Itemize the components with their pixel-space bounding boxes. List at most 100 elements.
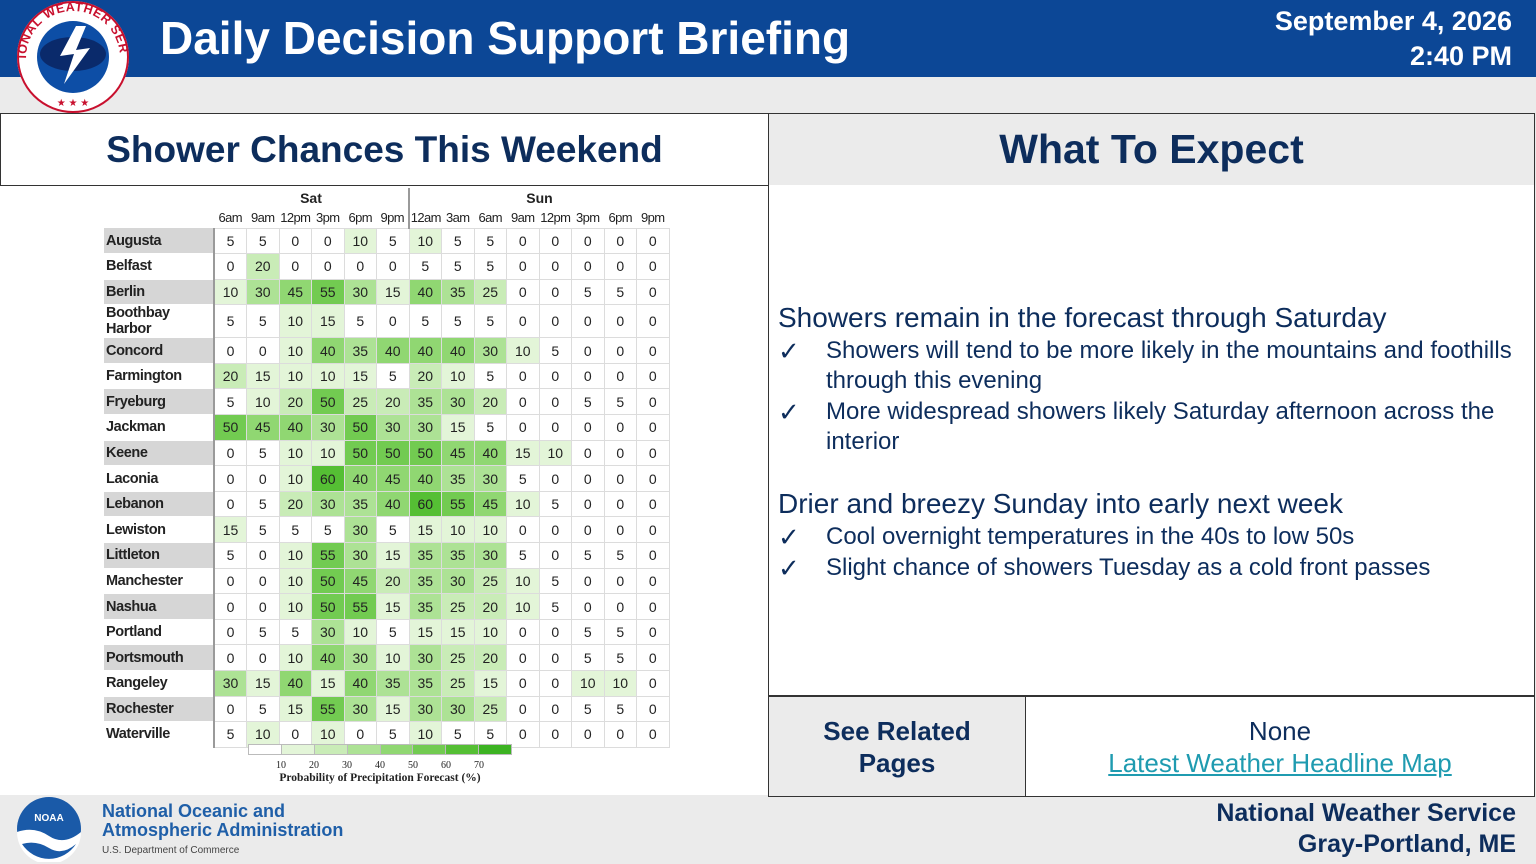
pop-value-cell: 0 <box>571 414 605 441</box>
table-row: Boothbay Harbor 5 5 10 15 5 0 5 5 5 0 0 0 0 0 <box>104 304 670 339</box>
pop-scale-title: Probability of Precipitation Forecast (%… <box>279 772 481 784</box>
pop-value-cell: 15 <box>376 695 410 723</box>
pop-value-cell: 0 <box>571 227 605 255</box>
pop-value-cell: 0 <box>636 278 670 306</box>
pop-value-cell: 10 <box>278 542 312 569</box>
pop-value-cell: 0 <box>636 362 670 390</box>
pop-value-cell: 5 <box>603 278 637 306</box>
day-header-row: Sat Sun <box>104 188 669 208</box>
pop-value-cell: 0 <box>506 644 540 671</box>
pop-value-cell: 0 <box>278 253 312 280</box>
pop-value-cell: 40 <box>343 465 377 492</box>
related-links-box: None Latest Weather Headline Map <box>1025 696 1535 797</box>
pop-value-cell: 0 <box>538 542 572 569</box>
pop-value-cell: 10 <box>278 567 312 595</box>
pop-value-cell: 0 <box>571 516 605 544</box>
location-name: Portland <box>104 619 215 646</box>
pop-value-cell: 0 <box>538 516 572 544</box>
table-row: Fryeburg 5 10 20 50 25 20 35 30 20 0 0 5 5 0 <box>104 388 670 416</box>
pop-value-cell: 0 <box>538 670 572 697</box>
pop-value-cell: 0 <box>246 337 280 364</box>
location-name: Lebanon <box>104 491 215 518</box>
pop-value-cell: 20 <box>376 567 410 595</box>
scale-swatch <box>379 744 413 755</box>
scale-swatch <box>412 744 446 755</box>
pop-value-cell: 45 <box>278 278 312 306</box>
pop-value-cell: 0 <box>246 542 280 569</box>
noaa-name: National Oceanic and Atmospheric Adminis… <box>102 802 343 840</box>
pop-value-cell: 30 <box>408 414 442 441</box>
expect-item: ✓ Slight chance of showers Tuesday as a … <box>778 553 1528 583</box>
headline-map-link[interactable]: Latest Weather Headline Map <box>1108 748 1452 778</box>
table-row: Rangeley 30 15 40 15 40 35 35 25 15 0 0 10 10 0 <box>104 670 670 697</box>
location-name: Farmington <box>104 363 215 390</box>
scale-swatch <box>346 744 380 755</box>
pop-value-cell: 30 <box>343 278 377 306</box>
scale-tick-label: 10 <box>276 760 286 771</box>
pop-value-cell: 0 <box>506 253 540 280</box>
pop-value-cell: 25 <box>473 567 507 595</box>
pop-value-cell: 35 <box>343 490 377 518</box>
pop-value-cell: 0 <box>636 253 670 280</box>
pop-value-cell: 0 <box>246 593 280 620</box>
hour-header: 12am <box>408 208 442 228</box>
pop-value-cell: 35 <box>376 670 410 697</box>
pop-value-cell: 30 <box>473 337 507 364</box>
pop-value-cell: 0 <box>636 567 670 595</box>
pop-value-cell: 0 <box>213 695 247 723</box>
pop-value-cell: 5 <box>278 618 312 646</box>
pop-value-cell: 0 <box>636 542 670 569</box>
pop-value-cell: 10 <box>213 278 247 306</box>
checkmark-icon: ✓ <box>778 522 800 552</box>
pop-value-cell: 0 <box>213 337 247 364</box>
pop-value-cell: 0 <box>603 253 637 280</box>
pop-value-cell: 5 <box>473 721 507 748</box>
pop-value-cell: 35 <box>441 465 475 492</box>
pop-value-cell: 45 <box>473 490 507 518</box>
pop-value-cell: 15 <box>213 516 247 544</box>
pop-value-cell: 0 <box>636 439 670 467</box>
pop-value-cell: 0 <box>506 670 540 697</box>
pop-value-cell: 15 <box>376 593 410 620</box>
pop-value-cell: 5 <box>571 278 605 306</box>
scale-swatch <box>313 744 347 755</box>
location-name: Berlin <box>104 279 215 306</box>
pop-value-cell: 5 <box>343 304 377 339</box>
pop-value-cell: 50 <box>213 414 247 441</box>
pop-value-cell: 0 <box>506 516 540 544</box>
pop-value-cell: 0 <box>506 362 540 390</box>
pop-value-cell: 40 <box>278 414 312 441</box>
pop-value-cell: 5 <box>246 439 280 467</box>
table-row: Waterville 5 10 0 10 0 5 10 5 5 0 0 0 0 0 <box>104 721 670 748</box>
pop-value-cell: 5 <box>376 618 410 646</box>
pop-value-cell: 10 <box>311 362 345 390</box>
pop-value-cell: 30 <box>343 695 377 723</box>
hour-header: 6pm <box>608 210 633 226</box>
pop-value-cell: 50 <box>408 439 442 467</box>
pop-value-cell: 5 <box>376 362 410 390</box>
pop-value-cell: 5 <box>538 337 572 364</box>
pop-value-cell: 0 <box>376 253 410 280</box>
pop-value-cell: 0 <box>603 439 637 467</box>
scale-swatch <box>478 744 512 755</box>
pop-value-cell: 10 <box>246 388 280 416</box>
pop-value-cell: 15 <box>376 542 410 569</box>
pop-value-cell: 15 <box>408 516 442 544</box>
pop-value-cell: 25 <box>473 278 507 306</box>
pop-value-cell: 0 <box>246 465 280 492</box>
pop-value-cell: 10 <box>278 439 312 467</box>
briefing-time: 2:40 PM <box>1409 41 1512 71</box>
pop-value-cell: 0 <box>506 414 540 441</box>
pop-value-cell: 0 <box>603 516 637 544</box>
pop-value-cell: 15 <box>311 304 345 339</box>
pop-value-cell: 25 <box>441 593 475 620</box>
pop-value-cell: 15 <box>311 670 345 697</box>
header-bar: Daily Decision Support Briefing Septembe… <box>0 0 1536 77</box>
pop-value-cell: 0 <box>636 695 670 723</box>
hour-header: 3pm <box>316 210 340 226</box>
pop-value-cell: 30 <box>441 695 475 723</box>
pop-value-cell: 0 <box>636 414 670 441</box>
pop-value-cell: 15 <box>246 362 280 390</box>
pop-value-cell: 55 <box>311 695 345 723</box>
pop-value-cell: 10 <box>311 439 345 467</box>
